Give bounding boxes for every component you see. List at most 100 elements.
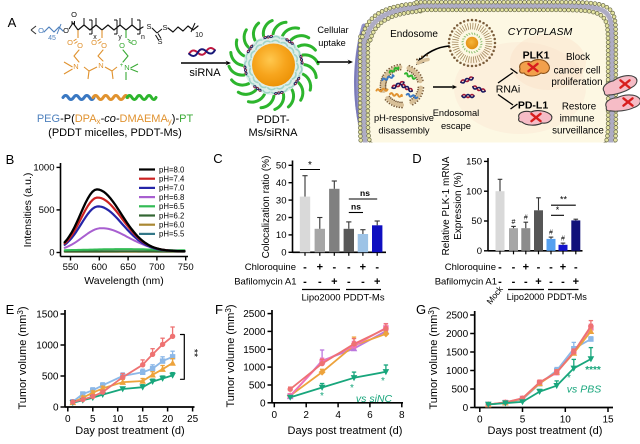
svg-text:10: 10 [560,415,572,426]
svg-text:-: - [375,262,379,274]
svg-text:650: 650 [120,262,136,273]
svg-text:E: E [6,302,15,317]
svg-text:+: + [120,63,124,69]
svg-text:0: 0 [463,403,469,414]
svg-text:-: - [303,262,307,274]
svg-text:uptake: uptake [318,38,346,48]
svg-text:O: O [101,41,107,50]
svg-text:-: - [512,262,516,274]
svg-text:*: * [308,160,312,171]
svg-text:-: - [361,276,365,288]
svg-text:pH=7.0: pH=7.0 [159,184,185,193]
svg-text:Wavelength (nm): Wavelength (nm) [84,275,164,287]
svg-text:50: 50 [471,216,482,227]
svg-text:700: 700 [149,262,165,273]
svg-text:5: 5 [90,414,96,425]
svg-text:RNAi: RNAi [496,84,521,96]
svg-text:-: - [561,276,565,288]
svg-text:proliferation: proliferation [551,77,602,88]
svg-text:G: G [416,302,426,317]
svg-text:5: 5 [520,415,526,426]
svg-text:O: O [38,26,44,35]
svg-text:PDDT-Ms: PDDT-Ms [547,292,587,302]
svg-text:-: - [332,262,336,274]
svg-text:**: ** [188,349,200,357]
svg-text:Chloroquine: Chloroquine [245,262,296,273]
svg-text:A: A [8,15,17,30]
svg-text:*: * [567,373,571,384]
svg-text:1000: 1000 [243,363,266,374]
svg-text:N: N [124,63,129,72]
svg-text:100: 100 [466,186,482,197]
svg-text:1500: 1500 [36,310,59,321]
svg-text:-: - [318,276,322,288]
svg-text:500: 500 [249,381,266,392]
svg-text:Days post treatment (d): Days post treatment (d) [488,425,603,437]
svg-text:n: n [141,34,145,41]
svg-text:-: - [549,262,553,274]
svg-text:Ms/siRNA: Ms/siRNA [249,127,299,139]
svg-text:20: 20 [162,414,174,425]
svg-text:PEG-P(DPAx-co-DMAEMAy)-PT: PEG-P(DPAx-co-DMAEMAy)-PT [37,113,194,126]
svg-text:Block: Block [566,52,590,63]
svg-text:pH-responsive: pH-responsive [374,113,434,123]
svg-text:+: + [317,262,323,274]
svg-text:O: O [77,41,83,50]
svg-text:Days post treatment (d): Days post treatment (d) [288,425,403,437]
svg-text:CYTOPLASM: CYTOPLASM [508,26,573,38]
svg-text:2500: 2500 [446,311,469,322]
svg-text:550: 550 [63,262,79,273]
svg-text:2: 2 [303,410,309,421]
svg-text:(PDDT micelles, PDDT-Ms): (PDDT micelles, PDDT-Ms) [48,127,182,139]
svg-text:ns: ns [360,188,370,198]
svg-text:1500: 1500 [243,345,266,356]
svg-text:8: 8 [399,410,405,421]
svg-text:O: O [71,10,77,19]
svg-text:2000: 2000 [446,329,469,340]
svg-text:PD-L1: PD-L1 [518,100,548,112]
svg-text:10: 10 [112,414,124,425]
svg-text:+: + [331,276,337,288]
svg-text:0: 0 [53,403,59,414]
svg-text:0: 0 [477,415,483,426]
svg-text:pH=8.0: pH=8.0 [159,165,185,174]
svg-text:#: # [561,236,565,243]
svg-text:pH=5.5: pH=5.5 [159,230,185,239]
svg-text:cancer cell: cancer cell [554,66,601,77]
svg-text:y: y [118,34,122,41]
svg-text:30: 30 [276,195,287,206]
svg-text:vs siNC: vs siNC [356,393,393,405]
svg-text:escape: escape [441,121,471,131]
svg-text:Endosomal: Endosomal [433,108,480,118]
svg-text:x: x [93,34,97,41]
svg-text:-: - [347,262,351,274]
svg-text:0: 0 [49,248,54,259]
svg-text:-: - [498,262,502,274]
svg-text:Colocalization ratio (%): Colocalization ratio (%) [261,156,272,259]
svg-text:O: O [91,38,97,47]
svg-text:Bafilomycin A1: Bafilomycin A1 [234,277,296,288]
svg-text:Endosome: Endosome [390,29,438,40]
svg-text:Intensities (a.u.): Intensities (a.u.) [22,173,34,248]
svg-text:0: 0 [260,398,266,409]
svg-text:vs PBS: vs PBS [567,384,601,396]
svg-text:-: - [549,276,553,288]
svg-text:+: + [374,276,380,288]
svg-text:O: O [63,26,69,35]
svg-text:pH=6.0: pH=6.0 [159,221,185,230]
svg-text:2000: 2000 [243,327,266,338]
svg-text:#: # [524,215,528,222]
svg-text:+: + [523,262,529,274]
svg-text:+: + [535,276,541,288]
svg-text:600: 600 [91,262,107,273]
svg-text:*: * [381,376,385,387]
svg-text:Relative PLK-1 mRNA: Relative PLK-1 mRNA [441,156,452,255]
svg-text:*: * [556,205,560,215]
svg-text:Chloroquine: Chloroquine [445,262,496,273]
svg-text:S: S [157,37,162,46]
svg-text:1000: 1000 [446,366,469,377]
svg-text:*: * [320,391,324,402]
svg-text:Restore: Restore [562,102,597,113]
svg-text:**: ** [560,195,568,205]
svg-text:1000: 1000 [36,341,59,352]
